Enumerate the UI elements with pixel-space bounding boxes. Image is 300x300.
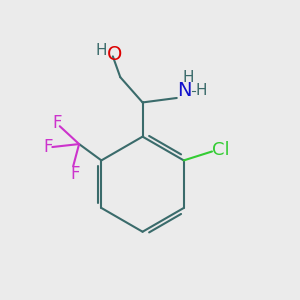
Text: H: H — [182, 70, 194, 85]
Text: Cl: Cl — [212, 141, 230, 159]
Text: F: F — [52, 114, 62, 132]
Text: H: H — [195, 83, 207, 98]
Text: H: H — [95, 43, 107, 58]
Text: O: O — [106, 45, 122, 64]
Text: F: F — [43, 138, 52, 156]
Text: F: F — [70, 165, 80, 183]
Text: N: N — [177, 81, 191, 100]
